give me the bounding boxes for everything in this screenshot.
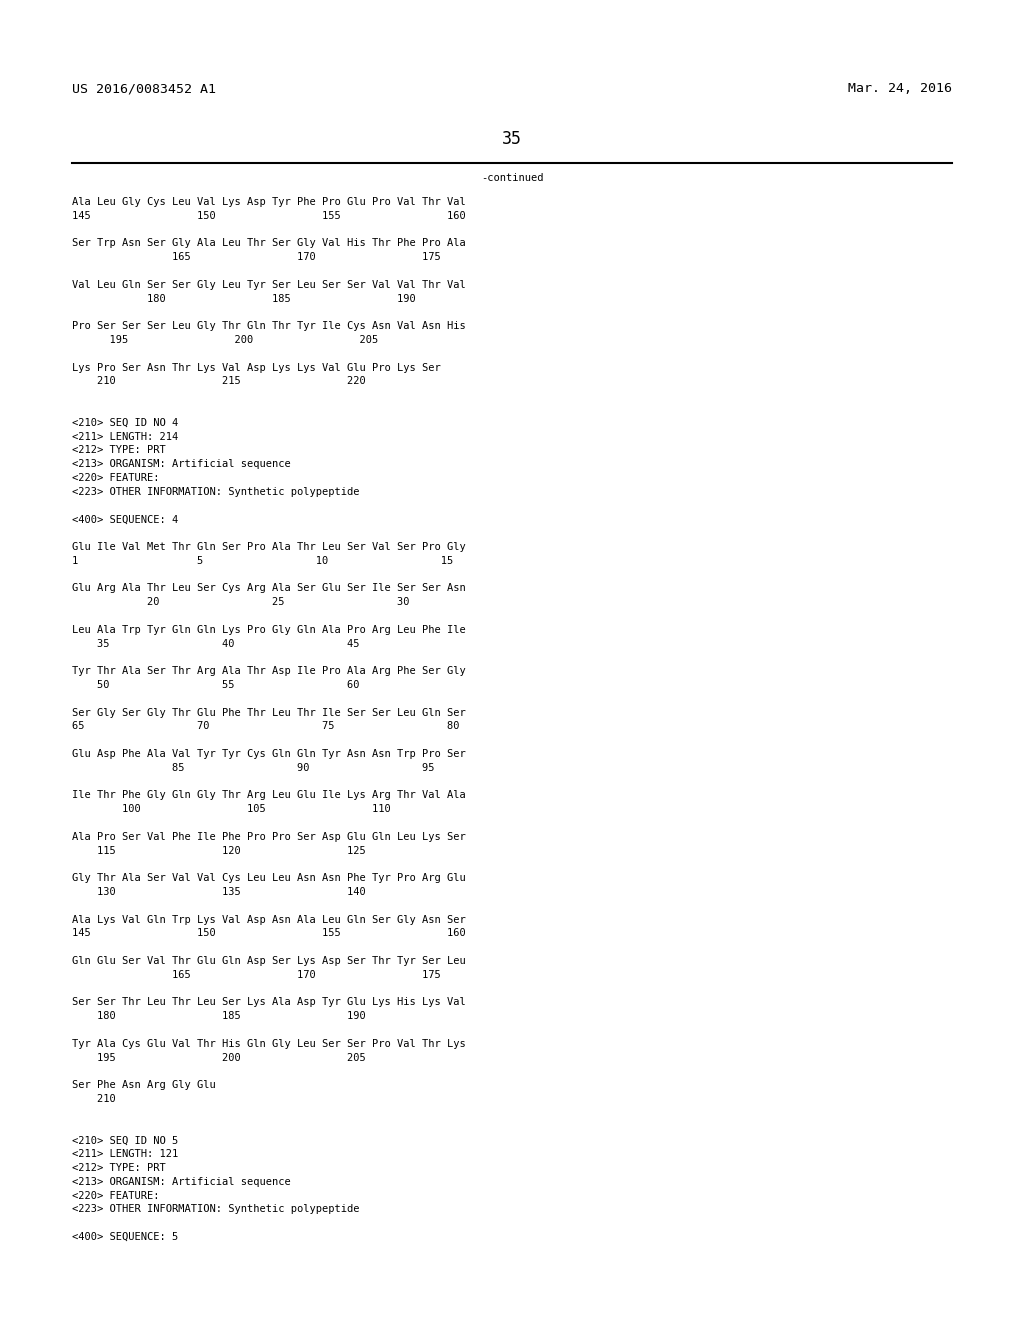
Text: Ala Pro Ser Val Phe Ile Phe Pro Pro Ser Asp Glu Gln Leu Lys Ser: Ala Pro Ser Val Phe Ile Phe Pro Pro Ser …	[72, 832, 466, 842]
Text: Val Leu Gln Ser Ser Gly Leu Tyr Ser Leu Ser Ser Val Val Thr Val: Val Leu Gln Ser Ser Gly Leu Tyr Ser Leu …	[72, 280, 466, 290]
Text: <210> SEQ ID NO 4: <210> SEQ ID NO 4	[72, 418, 178, 428]
Text: <220> FEATURE:: <220> FEATURE:	[72, 1191, 160, 1201]
Text: 180                 185                 190: 180 185 190	[72, 1011, 366, 1022]
Text: <213> ORGANISM: Artificial sequence: <213> ORGANISM: Artificial sequence	[72, 1177, 291, 1187]
Text: 195                 200                 205: 195 200 205	[72, 1052, 366, 1063]
Text: 165                 170                 175: 165 170 175	[72, 252, 440, 263]
Text: 50                  55                  60: 50 55 60	[72, 680, 359, 690]
Text: Glu Ile Val Met Thr Gln Ser Pro Ala Thr Leu Ser Val Ser Pro Gly: Glu Ile Val Met Thr Gln Ser Pro Ala Thr …	[72, 543, 466, 552]
Text: <400> SEQUENCE: 4: <400> SEQUENCE: 4	[72, 515, 178, 524]
Text: <223> OTHER INFORMATION: Synthetic polypeptide: <223> OTHER INFORMATION: Synthetic polyp…	[72, 1204, 359, 1214]
Text: Gln Glu Ser Val Thr Glu Gln Asp Ser Lys Asp Ser Thr Tyr Ser Leu: Gln Glu Ser Val Thr Glu Gln Asp Ser Lys …	[72, 956, 466, 966]
Text: Ser Trp Asn Ser Gly Ala Leu Thr Ser Gly Val His Thr Phe Pro Ala: Ser Trp Asn Ser Gly Ala Leu Thr Ser Gly …	[72, 239, 466, 248]
Text: Ser Phe Asn Arg Gly Glu: Ser Phe Asn Arg Gly Glu	[72, 1080, 216, 1090]
Text: Glu Arg Ala Thr Leu Ser Cys Arg Ala Ser Glu Ser Ile Ser Ser Asn: Glu Arg Ala Thr Leu Ser Cys Arg Ala Ser …	[72, 583, 466, 594]
Text: <213> ORGANISM: Artificial sequence: <213> ORGANISM: Artificial sequence	[72, 459, 291, 469]
Text: Tyr Ala Cys Glu Val Thr His Gln Gly Leu Ser Ser Pro Val Thr Lys: Tyr Ala Cys Glu Val Thr His Gln Gly Leu …	[72, 1039, 466, 1049]
Text: 210: 210	[72, 1094, 116, 1104]
Text: Ser Gly Ser Gly Thr Glu Phe Thr Leu Thr Ile Ser Ser Leu Gln Ser: Ser Gly Ser Gly Thr Glu Phe Thr Leu Thr …	[72, 708, 466, 718]
Text: Gly Thr Ala Ser Val Val Cys Leu Leu Asn Asn Phe Tyr Pro Arg Glu: Gly Thr Ala Ser Val Val Cys Leu Leu Asn …	[72, 874, 466, 883]
Text: <212> TYPE: PRT: <212> TYPE: PRT	[72, 445, 166, 455]
Text: Leu Ala Trp Tyr Gln Gln Lys Pro Gly Gln Ala Pro Arg Leu Phe Ile: Leu Ala Trp Tyr Gln Gln Lys Pro Gly Gln …	[72, 624, 466, 635]
Text: 85                  90                  95: 85 90 95	[72, 763, 434, 772]
Text: <210> SEQ ID NO 5: <210> SEQ ID NO 5	[72, 1135, 178, 1146]
Text: 130                 135                 140: 130 135 140	[72, 887, 366, 898]
Text: <223> OTHER INFORMATION: Synthetic polypeptide: <223> OTHER INFORMATION: Synthetic polyp…	[72, 487, 359, 496]
Text: 180                 185                 190: 180 185 190	[72, 293, 416, 304]
Text: 65                  70                  75                  80: 65 70 75 80	[72, 722, 460, 731]
Text: 35: 35	[502, 129, 522, 148]
Text: <211> LENGTH: 121: <211> LENGTH: 121	[72, 1150, 178, 1159]
Text: Ile Thr Phe Gly Gln Gly Thr Arg Leu Glu Ile Lys Arg Thr Val Ala: Ile Thr Phe Gly Gln Gly Thr Arg Leu Glu …	[72, 791, 466, 800]
Text: 145                 150                 155                 160: 145 150 155 160	[72, 928, 466, 939]
Text: 100                 105                 110: 100 105 110	[72, 804, 391, 814]
Text: 210                 215                 220: 210 215 220	[72, 376, 366, 387]
Text: -continued: -continued	[480, 173, 544, 183]
Text: <400> SEQUENCE: 5: <400> SEQUENCE: 5	[72, 1232, 178, 1242]
Text: US 2016/0083452 A1: US 2016/0083452 A1	[72, 82, 216, 95]
Text: Ala Lys Val Gln Trp Lys Val Asp Asn Ala Leu Gln Ser Gly Asn Ser: Ala Lys Val Gln Trp Lys Val Asp Asn Ala …	[72, 915, 466, 924]
Text: 115                 120                 125: 115 120 125	[72, 846, 366, 855]
Text: Ala Leu Gly Cys Leu Val Lys Asp Tyr Phe Pro Glu Pro Val Thr Val: Ala Leu Gly Cys Leu Val Lys Asp Tyr Phe …	[72, 197, 466, 207]
Text: 165                 170                 175: 165 170 175	[72, 970, 440, 979]
Text: Mar. 24, 2016: Mar. 24, 2016	[848, 82, 952, 95]
Text: 145                 150                 155                 160: 145 150 155 160	[72, 211, 466, 220]
Text: 20                  25                  30: 20 25 30	[72, 597, 410, 607]
Text: Glu Asp Phe Ala Val Tyr Tyr Cys Gln Gln Tyr Asn Asn Trp Pro Ser: Glu Asp Phe Ala Val Tyr Tyr Cys Gln Gln …	[72, 748, 466, 759]
Text: <212> TYPE: PRT: <212> TYPE: PRT	[72, 1163, 166, 1173]
Text: Tyr Thr Ala Ser Thr Arg Ala Thr Asp Ile Pro Ala Arg Phe Ser Gly: Tyr Thr Ala Ser Thr Arg Ala Thr Asp Ile …	[72, 667, 466, 676]
Text: 1                   5                  10                  15: 1 5 10 15	[72, 556, 454, 566]
Text: <211> LENGTH: 214: <211> LENGTH: 214	[72, 432, 178, 442]
Text: 35                  40                  45: 35 40 45	[72, 639, 359, 648]
Text: <220> FEATURE:: <220> FEATURE:	[72, 473, 160, 483]
Text: Lys Pro Ser Asn Thr Lys Val Asp Lys Lys Val Glu Pro Lys Ser: Lys Pro Ser Asn Thr Lys Val Asp Lys Lys …	[72, 363, 440, 372]
Text: Pro Ser Ser Ser Leu Gly Thr Gln Thr Tyr Ile Cys Asn Val Asn His: Pro Ser Ser Ser Leu Gly Thr Gln Thr Tyr …	[72, 321, 466, 331]
Text: Ser Ser Thr Leu Thr Leu Ser Lys Ala Asp Tyr Glu Lys His Lys Val: Ser Ser Thr Leu Thr Leu Ser Lys Ala Asp …	[72, 998, 466, 1007]
Text: 195                 200                 205: 195 200 205	[72, 335, 378, 345]
